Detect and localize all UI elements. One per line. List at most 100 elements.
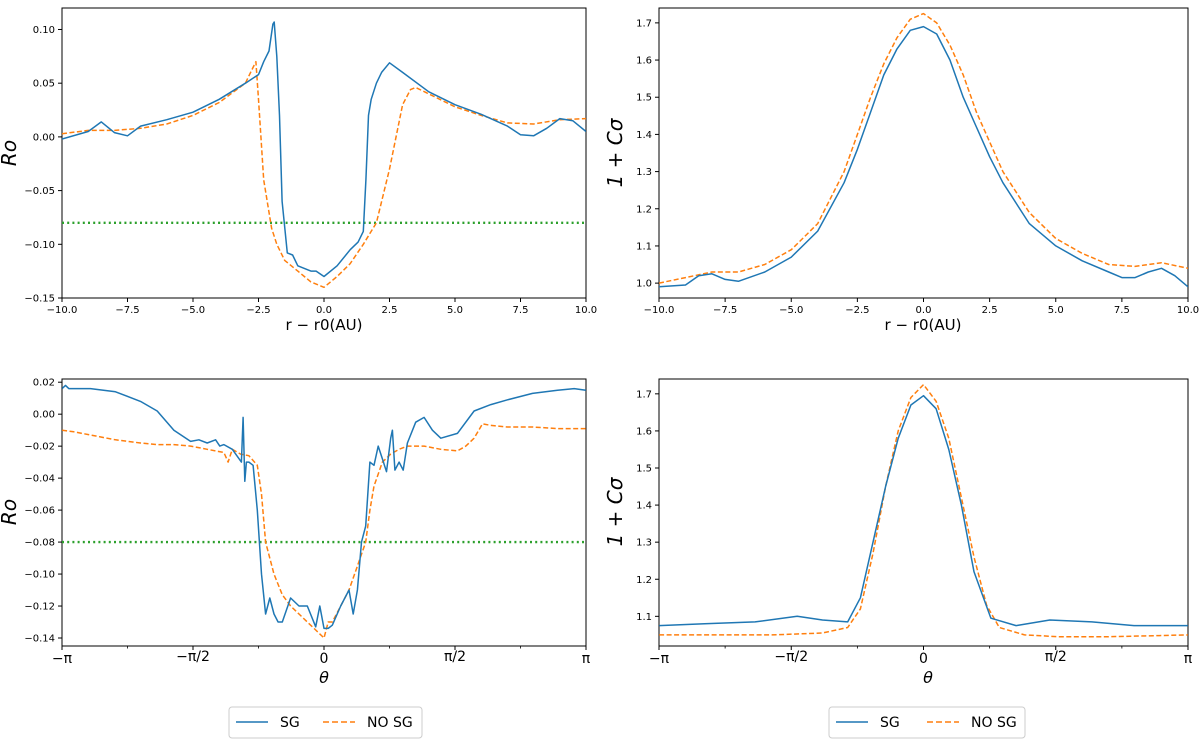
y-tick-label: 0.10 xyxy=(33,25,55,36)
x-tick-label: −π/2 xyxy=(176,649,210,665)
y-tick-label: 1.4 xyxy=(636,130,652,141)
x-axis: −π −π/2 0 π/2 π xyxy=(649,646,1193,667)
x-axis: −π −π/2 0 π/2 π xyxy=(52,646,591,667)
y-axis-label: Ro xyxy=(0,140,21,166)
plot-area xyxy=(659,383,1188,638)
x-tick-label: −7.5 xyxy=(115,305,139,316)
y-tick-label: 1.1 xyxy=(636,612,652,623)
y-tick-label: 1.5 xyxy=(636,464,652,475)
x-tick-label: 0.0 xyxy=(916,305,932,316)
y-axis: 1.0 1.1 1.2 1.3 1.4 1.5 1.6 1.7 xyxy=(636,18,659,290)
x-tick-label: 5.0 xyxy=(1048,305,1064,316)
x-axis-label: θ xyxy=(923,668,933,687)
y-axis-label: 1 + Cσ xyxy=(603,117,627,187)
y-axis: −0.15 −0.10 −0.05 0.00 0.05 0.10 xyxy=(24,25,62,305)
x-tick-label: −2.5 xyxy=(845,305,869,316)
y-tick-label: 1.4 xyxy=(636,501,652,512)
y-tick-label: 0.05 xyxy=(33,79,55,90)
panel-ro-radial: −10.0 −7.5 −5.0 −2.5 0.0 2.5 5.0 7.5 10.0 −0.15−… xyxy=(0,7,597,334)
x-axis-label: θ xyxy=(319,668,329,687)
y-tick-label: 1.6 xyxy=(636,426,652,437)
series-line-nosg xyxy=(62,423,586,639)
x-tick-label: −10.0 xyxy=(644,305,675,316)
y-tick-label: −0.02 xyxy=(24,442,55,453)
x-tick-label: −π xyxy=(52,651,73,667)
plot-frame xyxy=(61,7,587,299)
y-tick-label: 1.2 xyxy=(636,575,652,586)
x-tick-label: −π/2 xyxy=(774,649,808,665)
y-tick-label: 0.02 xyxy=(33,378,55,389)
x-tick-label: π xyxy=(1184,651,1193,667)
panel-contrast-radial: −10.0 −7.5 −5.0 −2.5 0.0 2.5 5.0 7.5 10.0 1.0 1.1… xyxy=(603,7,1199,334)
legend-label-sg: SG xyxy=(280,715,300,731)
x-tick-label: −5.0 xyxy=(181,305,205,316)
y-tick-label: −0.05 xyxy=(24,186,55,197)
legend-label-nosg: NO SG xyxy=(971,715,1017,731)
y-tick-label: 1.3 xyxy=(636,167,652,178)
x-axis: −10.0 −7.5 −5.0 −2.5 0.0 2.5 5.0 7.5 10.0 xyxy=(47,298,597,316)
y-axis-label: Ro xyxy=(0,499,21,525)
plot-frame xyxy=(658,7,1189,299)
panel-contrast-azimuthal: −π −π/2 0 π/2 π 1.1 1.2 1.3 1.4 1.5 1.6 1.7 θ 1 + … xyxy=(603,378,1193,687)
x-tick-label: 0 xyxy=(320,651,329,667)
y-tick-label: −0.08 xyxy=(24,538,55,549)
x-axis: −10.0 −7.5 −5.0 −2.5 0.0 2.5 5.0 7.5 10.0 xyxy=(644,298,1199,316)
y-tick-label: 1.2 xyxy=(636,204,652,215)
y-tick-label: −0.04 xyxy=(24,474,55,485)
series-line-nosg xyxy=(62,60,586,289)
x-tick-label: 0.0 xyxy=(316,305,332,316)
y-axis-label: 1 + Cσ xyxy=(603,476,627,546)
x-tick-label: 2.5 xyxy=(382,305,398,316)
x-tick-label: −10.0 xyxy=(47,305,78,316)
panel-ro-azimuthal: −π −π/2 0 π/2 π −0.14−0.12−0.10−0.08−0.06−0.… xyxy=(0,378,591,687)
x-tick-label: 10.0 xyxy=(575,305,597,316)
x-tick-label: π/2 xyxy=(444,649,466,665)
x-axis-label: r − r0(AU) xyxy=(885,316,962,334)
y-tick-label: −0.10 xyxy=(24,240,55,251)
series-line-nosg xyxy=(659,12,1188,284)
legend-label-nosg: NO SG xyxy=(367,715,413,731)
x-axis-label: r − r0(AU) xyxy=(286,316,363,334)
y-tick-label: 1.5 xyxy=(636,93,652,104)
legend-label-sg: SG xyxy=(880,715,900,731)
y-axis: 1.1 1.2 1.3 1.4 1.5 1.6 1.7 xyxy=(636,389,659,623)
y-tick-label: 1.0 xyxy=(636,279,652,290)
y-tick-label: 0.00 xyxy=(33,132,55,143)
y-tick-label: 1.3 xyxy=(636,538,652,549)
y-tick-label: −0.06 xyxy=(24,506,55,517)
x-tick-label: 5.0 xyxy=(447,305,463,316)
plot-area xyxy=(62,21,586,289)
plot-area xyxy=(62,384,586,639)
x-tick-label: −2.5 xyxy=(246,305,270,316)
y-tick-label: −0.15 xyxy=(24,294,55,305)
x-tick-label: −π xyxy=(649,651,670,667)
x-tick-label: 0 xyxy=(919,651,928,667)
legend-right: SG NO SG xyxy=(828,706,1026,739)
y-tick-label: 0.00 xyxy=(33,410,55,421)
y-tick-label: −0.14 xyxy=(24,634,55,645)
series-line-sg xyxy=(659,25,1188,288)
plot-frame xyxy=(61,378,587,647)
series-line-sg xyxy=(659,394,1188,627)
x-tick-label: 2.5 xyxy=(982,305,998,316)
y-tick-label: −0.12 xyxy=(24,602,55,613)
plot-frame xyxy=(658,378,1189,647)
y-axis: −0.14 −0.12 −0.10 −0.08 −0.06 −0.04 −0.02 0.00 0… xyxy=(24,378,62,645)
y-tick-label: −0.10 xyxy=(24,570,55,581)
x-tick-label: π/2 xyxy=(1045,649,1067,665)
x-tick-label: −7.5 xyxy=(713,305,737,316)
plot-area xyxy=(659,12,1188,288)
y-tick-label: 1.6 xyxy=(636,56,652,67)
y-tick-label: 1.1 xyxy=(636,241,652,252)
x-tick-label: 7.5 xyxy=(513,305,529,316)
y-tick-label: 1.7 xyxy=(636,389,652,400)
x-tick-label: 10.0 xyxy=(1177,305,1199,316)
series-line-sg xyxy=(62,21,586,278)
x-tick-label: 7.5 xyxy=(1114,305,1130,316)
legend-left: SG NO SG xyxy=(228,706,423,739)
series-line-sg xyxy=(62,384,586,630)
x-tick-label: −5.0 xyxy=(779,305,803,316)
series-line-nosg xyxy=(659,383,1188,638)
y-tick-label: 1.7 xyxy=(636,18,652,29)
